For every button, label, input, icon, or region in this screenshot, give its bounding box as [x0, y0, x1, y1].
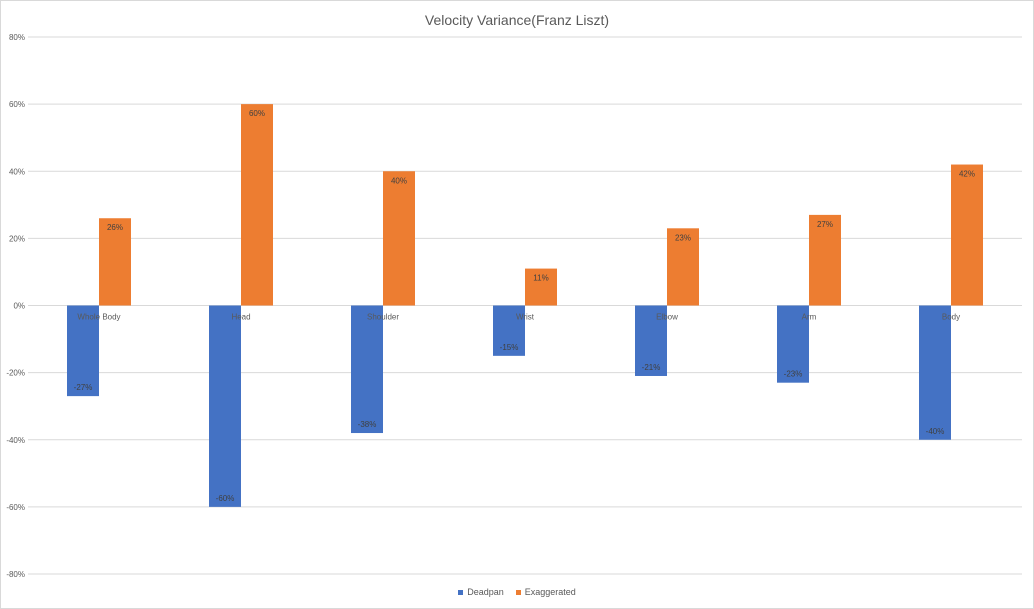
data-label: 23% — [675, 233, 691, 242]
y-tick-label: -80% — [6, 570, 25, 579]
y-tick-label: -60% — [6, 503, 25, 512]
legend-swatch — [458, 589, 464, 595]
legend-swatch — [515, 589, 521, 595]
bar-deadpan — [493, 305, 525, 356]
data-label: 27% — [817, 220, 833, 229]
y-tick-label: 60% — [9, 100, 25, 109]
data-label: -21% — [642, 363, 661, 372]
y-tick-label: 20% — [9, 234, 25, 243]
x-tick-label: Whole Body — [77, 313, 120, 322]
legend-item-deadpan: Deadpan — [458, 587, 504, 597]
x-tick-label: Elbow — [656, 313, 678, 322]
data-label: -27% — [74, 383, 93, 392]
y-tick-label: 0% — [13, 302, 25, 311]
bar-deadpan — [635, 305, 667, 376]
legend-label: Exaggerated — [524, 587, 576, 597]
bar-exaggerated — [951, 164, 983, 306]
bar-deadpan — [67, 305, 99, 397]
x-tick-label: Body — [942, 313, 960, 322]
data-label: -23% — [784, 370, 803, 379]
data-label: 60% — [249, 109, 265, 118]
data-label: -40% — [926, 427, 945, 436]
data-label: -38% — [358, 420, 377, 429]
x-tick-label: Arm — [802, 313, 817, 322]
y-tick-label: -40% — [6, 436, 25, 445]
data-label: 26% — [107, 223, 123, 232]
legend-label: Deadpan — [467, 587, 504, 597]
x-tick-label: Head — [231, 313, 250, 322]
data-label: 11% — [533, 274, 548, 283]
y-tick-label: 40% — [9, 167, 25, 176]
bar-exaggerated — [99, 218, 131, 306]
bar-deadpan — [209, 305, 241, 507]
bar-deadpan — [919, 305, 951, 440]
data-label: 40% — [391, 176, 407, 185]
data-label: -60% — [216, 494, 235, 503]
bar-deadpan — [777, 305, 809, 383]
y-tick-label: -20% — [6, 369, 25, 378]
x-tick-label: Shoulder — [367, 313, 399, 322]
legend-item-exaggerated: Exaggerated — [515, 587, 576, 597]
x-tick-label: Wrist — [516, 313, 535, 322]
bar-exaggerated — [383, 171, 415, 306]
y-tick-label: 80% — [9, 33, 25, 42]
data-label: -15% — [500, 343, 519, 352]
bar-exaggerated — [667, 228, 699, 306]
bar-exaggerated — [241, 104, 273, 306]
bar-exaggerated — [525, 268, 557, 306]
bar-exaggerated — [809, 214, 841, 306]
bar-deadpan — [351, 305, 383, 434]
data-label: 42% — [959, 170, 975, 179]
chart-title: Velocity Variance(Franz Liszt) — [424, 12, 610, 28]
legend: Deadpan Exaggerated — [0, 587, 1034, 597]
